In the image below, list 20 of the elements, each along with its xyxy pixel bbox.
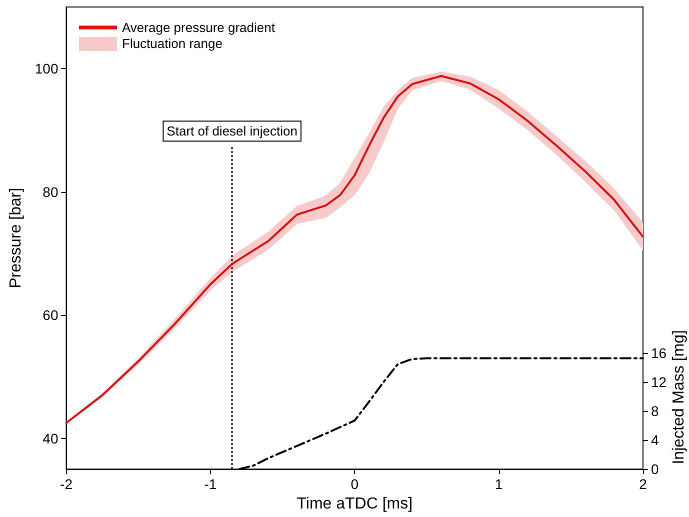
y-tick-label: 60 [42,307,58,324]
x-tick-label: -2 [60,476,73,492]
x-tick-label: 2 [639,476,648,492]
y2-tick-label: 16 [651,345,667,362]
x-tick-label: 1 [494,476,503,492]
y2-axis-title: Injected Mass [mg] [670,330,688,464]
y2-tick-label: 4 [651,432,659,448]
x-axis-title: Time aTDC [ms] [296,496,413,512]
y-tick-label: 80 [42,184,58,200]
y-tick-label: 40 [42,430,58,446]
y-tick-label: 100 [34,60,58,77]
annotation: Fluctuation range [122,36,222,51]
y2-tick-label: 12 [651,374,667,390]
ref-line-label: Start of diesel injection [166,124,298,139]
y2-tick-label: 0 [651,461,659,478]
y2-tick-label: 8 [651,403,659,420]
y-axis-title: Pressure [bar] [8,188,24,288]
legend-label: Average pressure gradient [122,20,276,35]
x-tick-label: 0 [350,476,359,492]
x-tick-label: -1 [204,476,217,492]
